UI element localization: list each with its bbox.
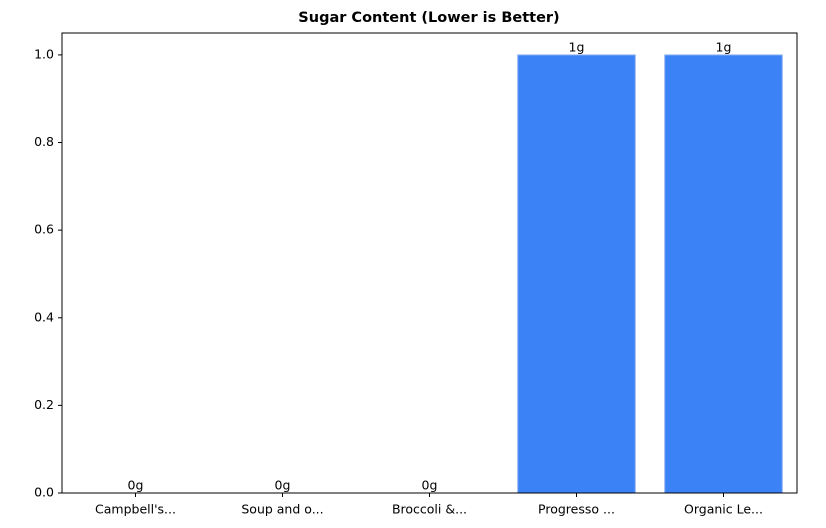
chart-title: Sugar Content (Lower is Better): [298, 10, 559, 26]
plot-frame: [61, 32, 798, 494]
x-tick-label: Broccoli &...: [392, 502, 467, 517]
value-label: 0g: [128, 478, 144, 493]
value-label: 0g: [422, 478, 438, 493]
value-label: 1g: [716, 39, 732, 54]
x-tick-label: Campbell's...: [95, 502, 176, 517]
x-tick-label: Soup and o...: [241, 502, 323, 517]
bar: [664, 54, 783, 494]
x-tick-label: Organic Le...: [684, 502, 763, 517]
bar: [517, 54, 636, 494]
y-tick-label: 1.0: [34, 46, 54, 61]
value-label: 0g: [275, 478, 291, 493]
y-tick-label: 0.6: [34, 222, 54, 237]
y-tick-label: 0.4: [34, 309, 54, 324]
y-tick-label: 0.0: [34, 485, 54, 500]
x-tick-label: Progresso ...: [538, 502, 615, 517]
y-tick-label: 0.2: [34, 397, 54, 412]
value-label: 1g: [569, 39, 585, 54]
y-tick-label: 0.8: [34, 134, 54, 149]
